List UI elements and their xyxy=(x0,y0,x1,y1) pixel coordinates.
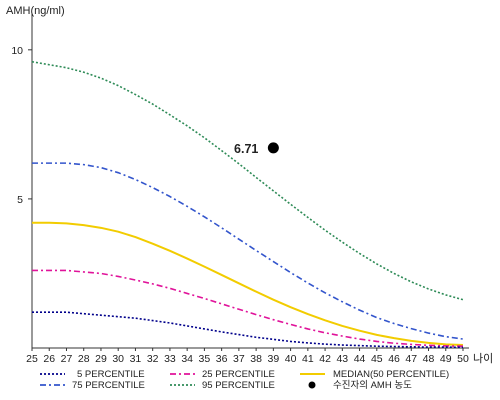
patient-marker-point xyxy=(267,142,279,154)
x-tick-label: 48 xyxy=(423,353,435,365)
legend-label: 수진자의 AMH 농도 xyxy=(333,380,412,391)
x-tick-label: 28 xyxy=(78,353,90,365)
x-tick-label: 44 xyxy=(354,353,366,365)
x-tick-label: 27 xyxy=(61,353,73,365)
legend-marker-swatch xyxy=(308,381,316,389)
x-tick-label: 37 xyxy=(233,353,245,365)
series-line xyxy=(31,60,464,301)
y-axis-label: AMH(ng/ml) xyxy=(6,5,65,17)
marker-layer: 6.71 xyxy=(234,142,279,156)
x-tick-label: 31 xyxy=(130,353,142,365)
x-tick-label: 30 xyxy=(112,353,124,365)
series-line xyxy=(32,269,464,348)
x-tick-label: 38 xyxy=(250,353,262,365)
legend-label: 5 PERCENTILE xyxy=(77,369,145,380)
x-tick-label: 32 xyxy=(147,353,159,365)
x-tick-label: 46 xyxy=(388,353,400,365)
legend-label: MEDIAN(50 PERCENTILE) xyxy=(333,369,449,380)
legend-label: 95 PERCENTILE xyxy=(202,380,275,391)
legend-label: 25 PERCENTILE xyxy=(202,369,275,380)
x-tick-label: 35 xyxy=(199,353,211,365)
axes: 5 10 25 26 27 28 29 30 31 32 33 34 35 36 37 38 39 40 41 42 4… xyxy=(6,5,493,365)
x-tick-label: 39 xyxy=(268,353,280,365)
series-line xyxy=(32,162,464,340)
legend-label: 75 PERCENTILE xyxy=(72,380,145,391)
x-tick-label: 49 xyxy=(440,353,452,365)
x-tick-label: 41 xyxy=(302,353,314,365)
patient-marker-value: 6.71 xyxy=(234,142,258,156)
x-tick-label: 45 xyxy=(371,353,383,365)
x-axis-label: 나이 xyxy=(473,352,493,365)
series-line xyxy=(32,221,464,347)
x-tick-label: 25 xyxy=(26,353,38,365)
x-tick-label: 43 xyxy=(336,353,348,365)
y-tick-label: 5 xyxy=(17,194,23,206)
x-tick-label: 47 xyxy=(405,353,417,365)
x-tick-label: 42 xyxy=(319,353,331,365)
x-tick-label: 33 xyxy=(164,353,176,365)
legend: 5 PERCENTILE 25 PERCENTILE MEDIAN(50 PERCE… xyxy=(40,369,449,391)
x-tick-label: 26 xyxy=(43,353,55,365)
x-tick-label: 36 xyxy=(216,353,228,365)
x-tick-label: 29 xyxy=(95,353,107,365)
x-tick-label: 40 xyxy=(285,353,297,365)
series-line xyxy=(32,311,464,349)
y-tick-label: 10 xyxy=(11,45,23,57)
x-tick-label: 50 xyxy=(457,353,469,365)
series-layer xyxy=(31,60,464,349)
x-tick-label: 34 xyxy=(181,353,193,365)
